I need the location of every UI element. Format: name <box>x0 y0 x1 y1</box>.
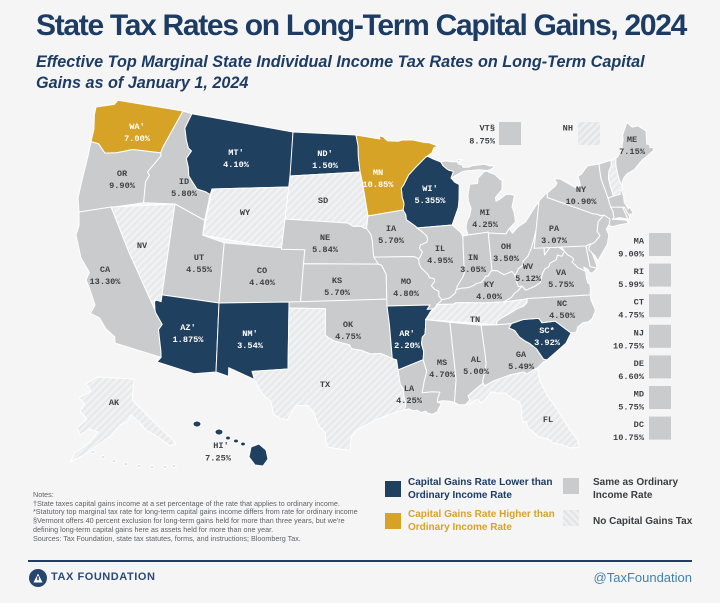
svg-text:WA': WA' <box>129 122 144 132</box>
svg-text:ND': ND' <box>317 149 332 159</box>
svg-text:4.25%: 4.25% <box>472 220 499 230</box>
svg-text:3.50%: 3.50% <box>493 254 520 264</box>
svg-text:7.00%: 7.00% <box>124 134 151 144</box>
svg-text:5.70%: 5.70% <box>324 288 351 298</box>
svg-text:7.15%: 7.15% <box>619 147 646 157</box>
svg-text:GA: GA <box>516 350 527 360</box>
svg-text:AL: AL <box>471 355 481 365</box>
svg-text:NH: NH <box>563 124 573 134</box>
svg-text:WI': WI' <box>422 184 437 194</box>
svg-text:KY: KY <box>484 280 495 290</box>
svg-text:OH: OH <box>501 242 511 252</box>
svg-text:KS: KS <box>332 276 342 286</box>
svg-text:IN: IN <box>468 253 478 263</box>
svg-text:TX: TX <box>320 380 331 390</box>
svg-text:4.00%: 4.00% <box>476 292 503 302</box>
svg-text:VT§: VT§ <box>480 124 495 134</box>
svg-text:CA: CA <box>100 265 111 275</box>
svg-text:10.75%: 10.75% <box>613 341 645 351</box>
svg-text:2.20%: 2.20% <box>394 341 421 351</box>
svg-text:7.25%: 7.25% <box>205 454 232 464</box>
svg-text:MT': MT' <box>228 148 243 158</box>
svg-text:DE: DE <box>634 359 644 369</box>
svg-text:4.25%: 4.25% <box>396 396 423 406</box>
svg-text:5.70%: 5.70% <box>378 236 405 246</box>
svg-text:MN: MN <box>373 168 383 178</box>
svg-text:CT: CT <box>634 298 644 308</box>
svg-text:FL: FL <box>543 415 553 425</box>
svg-text:MO: MO <box>401 277 411 287</box>
svg-text:SD: SD <box>318 196 328 206</box>
svg-text:1.875%: 1.875% <box>173 335 205 345</box>
svg-text:5.99%: 5.99% <box>618 280 645 290</box>
svg-text:NY: NY <box>576 185 587 195</box>
svg-text:4.40%: 4.40% <box>249 278 276 288</box>
svg-text:AR': AR' <box>399 329 414 339</box>
svg-text:10.75%: 10.75% <box>613 433 645 443</box>
svg-text:1.50%: 1.50% <box>312 161 339 171</box>
svg-text:MI: MI <box>480 208 490 218</box>
svg-text:LA: LA <box>404 384 415 394</box>
svg-text:WY: WY <box>240 208 251 218</box>
svg-text:ME: ME <box>627 135 637 145</box>
svg-text:5.49%: 5.49% <box>508 362 535 372</box>
svg-text:4.10%: 4.10% <box>223 160 250 170</box>
svg-text:IL: IL <box>435 244 445 254</box>
svg-text:DC: DC <box>634 420 644 430</box>
svg-text:4.50%: 4.50% <box>549 311 576 321</box>
svg-text:10.90%: 10.90% <box>566 197 598 207</box>
svg-text:10.85%: 10.85% <box>363 180 395 190</box>
svg-text:8.75%: 8.75% <box>469 137 496 147</box>
svg-text:MS: MS <box>437 358 447 368</box>
svg-text:CO: CO <box>257 266 267 276</box>
svg-text:ID: ID <box>179 177 189 187</box>
svg-text:3.92%: 3.92% <box>534 338 561 348</box>
svg-text:OK: OK <box>343 320 354 330</box>
svg-text:5.75%: 5.75% <box>548 280 575 290</box>
svg-text:5.75%: 5.75% <box>618 403 645 413</box>
svg-text:MA: MA <box>634 237 645 247</box>
svg-text:4.75%: 4.75% <box>335 332 362 342</box>
svg-text:SC*: SC* <box>539 326 554 336</box>
svg-text:4.80%: 4.80% <box>393 289 420 299</box>
svg-text:4.70%: 4.70% <box>429 370 456 380</box>
svg-text:5.12%: 5.12% <box>515 274 542 284</box>
svg-text:AZ': AZ' <box>180 323 195 333</box>
svg-text:WV: WV <box>523 262 534 272</box>
svg-text:4.75%: 4.75% <box>618 311 645 321</box>
svg-text:MD: MD <box>634 390 644 400</box>
svg-text:9.00%: 9.00% <box>618 250 645 260</box>
svg-text:PA: PA <box>549 224 560 234</box>
svg-text:NC: NC <box>557 299 567 309</box>
svg-text:VA: VA <box>556 268 567 278</box>
svg-text:NM': NM' <box>242 329 257 339</box>
svg-text:5.355%: 5.355% <box>415 196 447 206</box>
svg-text:3.07%: 3.07% <box>541 236 568 246</box>
svg-text:5.00%: 5.00% <box>463 367 490 377</box>
svg-text:13.30%: 13.30% <box>90 277 122 287</box>
svg-text:UT: UT <box>194 253 204 263</box>
svg-text:TN: TN <box>470 315 480 325</box>
svg-text:OR: OR <box>117 169 128 179</box>
svg-text:3.54%: 3.54% <box>237 341 264 351</box>
svg-text:IA: IA <box>386 224 397 234</box>
svg-text:4.55%: 4.55% <box>186 265 213 275</box>
svg-text:6.60%: 6.60% <box>618 372 645 382</box>
svg-text:HI': HI' <box>213 441 228 451</box>
svg-text:NJ: NJ <box>634 328 644 338</box>
svg-text:AK: AK <box>109 398 120 408</box>
svg-text:4.95%: 4.95% <box>427 256 454 266</box>
svg-text:RI: RI <box>634 267 644 277</box>
svg-text:3.05%: 3.05% <box>460 265 487 275</box>
svg-text:9.90%: 9.90% <box>109 181 136 191</box>
svg-text:5.80%: 5.80% <box>171 189 198 199</box>
svg-text:NE: NE <box>320 233 330 243</box>
svg-text:NV: NV <box>137 241 148 251</box>
svg-text:5.84%: 5.84% <box>312 245 339 255</box>
